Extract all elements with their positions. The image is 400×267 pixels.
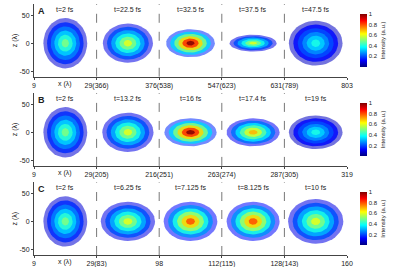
svg-text:t=10 fs: t=10 fs xyxy=(305,184,327,191)
svg-text:29(366): 29(366) xyxy=(85,82,109,90)
svg-text:0.4: 0.4 xyxy=(369,43,378,49)
svg-text:B: B xyxy=(38,95,45,105)
svg-text:547(623): 547(623) xyxy=(208,82,236,90)
svg-text:0.8: 0.8 xyxy=(369,111,378,117)
svg-text:z (λ): z (λ) xyxy=(11,123,19,137)
svg-text:0.4: 0.4 xyxy=(369,221,378,227)
svg-text:128(143): 128(143) xyxy=(270,260,298,267)
svg-text:t=7.125 fs: t=7.125 fs xyxy=(175,184,206,191)
svg-text:t=2 fs: t=2 fs xyxy=(56,95,74,102)
svg-text:t=2 fs: t=2 fs xyxy=(56,6,74,13)
svg-text:x (λ): x (λ) xyxy=(58,80,72,88)
svg-text:-50: -50 xyxy=(19,68,29,75)
svg-text:0.8: 0.8 xyxy=(369,200,378,206)
svg-text:0.2: 0.2 xyxy=(369,143,378,149)
svg-text:29(205): 29(205) xyxy=(85,171,109,179)
svg-text:z (λ): z (λ) xyxy=(11,34,19,48)
svg-text:Intensity (a.u.): Intensity (a.u.) xyxy=(380,21,386,59)
svg-text:0: 0 xyxy=(26,40,30,47)
svg-text:t=13.2 fs: t=13.2 fs xyxy=(114,95,142,102)
svg-text:287(305): 287(305) xyxy=(270,171,298,179)
svg-text:Intensity (a.u.): Intensity (a.u.) xyxy=(380,110,386,148)
svg-text:29(83): 29(83) xyxy=(86,260,106,267)
svg-text:9: 9 xyxy=(32,171,36,178)
svg-text:160: 160 xyxy=(341,260,353,267)
svg-text:t=32.5 fs: t=32.5 fs xyxy=(177,6,205,13)
svg-text:1: 1 xyxy=(369,11,373,17)
svg-text:-50: -50 xyxy=(19,157,29,164)
svg-text:216(251): 216(251) xyxy=(145,171,173,179)
svg-text:t=8.125 fs: t=8.125 fs xyxy=(238,184,269,191)
svg-text:t=19 fs: t=19 fs xyxy=(305,95,327,102)
svg-text:t=17.4 fs: t=17.4 fs xyxy=(239,95,267,102)
svg-text:0.2: 0.2 xyxy=(369,232,378,238)
svg-text:t=37.5 fs: t=37.5 fs xyxy=(239,6,267,13)
svg-text:50: 50 xyxy=(22,101,30,108)
svg-text:-50: -50 xyxy=(19,246,29,253)
svg-text:x (λ): x (λ) xyxy=(58,258,72,266)
svg-text:t=6.25 fs: t=6.25 fs xyxy=(114,184,142,191)
svg-text:A: A xyxy=(38,6,45,16)
svg-text:803: 803 xyxy=(341,82,353,89)
svg-text:z (λ): z (λ) xyxy=(11,212,19,226)
svg-text:1: 1 xyxy=(369,100,373,106)
svg-text:112(115): 112(115) xyxy=(208,260,235,267)
svg-text:C: C xyxy=(38,184,45,194)
svg-text:0.6: 0.6 xyxy=(369,32,378,38)
svg-text:t=16 fs: t=16 fs xyxy=(180,95,202,102)
svg-text:376(538): 376(538) xyxy=(145,82,173,90)
svg-text:0.4: 0.4 xyxy=(369,132,378,138)
svg-text:0: 0 xyxy=(26,218,30,225)
svg-text:9: 9 xyxy=(32,260,36,267)
svg-text:0.2: 0.2 xyxy=(369,53,378,59)
svg-text:t=47.5 fs: t=47.5 fs xyxy=(302,6,330,13)
svg-text:263(274): 263(274) xyxy=(208,171,236,179)
svg-text:0.6: 0.6 xyxy=(369,210,378,216)
svg-text:0.8: 0.8 xyxy=(369,22,378,28)
svg-text:0.6: 0.6 xyxy=(369,121,378,127)
svg-text:50: 50 xyxy=(22,12,30,19)
svg-text:631(789): 631(789) xyxy=(270,82,298,90)
svg-text:x (λ): x (λ) xyxy=(58,169,72,177)
svg-text:9: 9 xyxy=(32,82,36,89)
svg-text:0: 0 xyxy=(26,129,30,136)
svg-text:50: 50 xyxy=(22,190,30,197)
svg-text:98: 98 xyxy=(155,260,163,267)
svg-text:t=2 fs: t=2 fs xyxy=(56,184,74,191)
svg-text:Intensity (a.u.): Intensity (a.u.) xyxy=(380,200,386,238)
svg-text:319: 319 xyxy=(341,171,353,178)
svg-text:t=22.5 fs: t=22.5 fs xyxy=(114,6,142,13)
svg-text:1: 1 xyxy=(369,189,373,195)
